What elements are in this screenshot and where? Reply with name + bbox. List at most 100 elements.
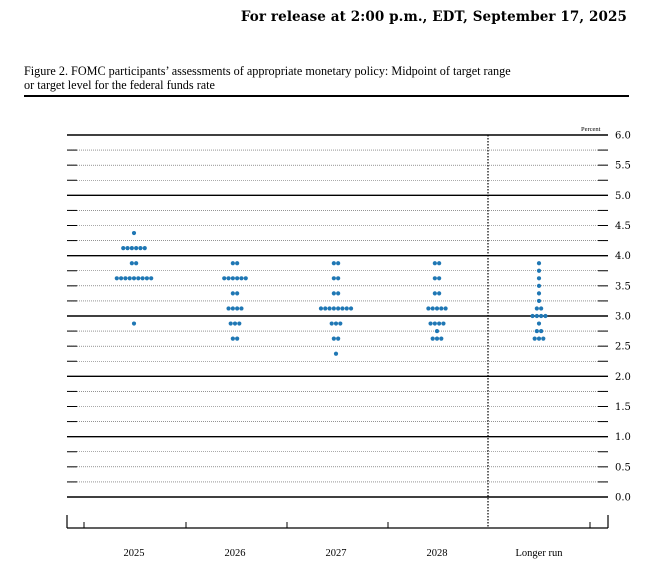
figure-title-line-2: or target level for the federal funds ra… [24,78,215,92]
data-dot [129,261,134,266]
data-dot [439,306,444,311]
data-dot [536,283,542,288]
data-dot [226,276,231,281]
data-dot [426,306,431,311]
x-category-label: Longer run [516,548,564,559]
y-tick-label: 6.0 [615,131,631,142]
data-dot [539,306,544,311]
data-dot [441,321,446,326]
data-dot [333,321,339,326]
x-category-label: 2028 [427,548,448,559]
data-dot [437,276,442,281]
data-dot [318,306,324,311]
data-dot [430,336,435,341]
data-dot [434,328,440,334]
data-dot [125,246,130,251]
data-dot [336,306,341,311]
data-dot [536,336,542,341]
y-tick-label: 0.5 [615,462,631,473]
data-dot [239,306,244,311]
data-dot [536,298,542,304]
data-dot [439,336,444,341]
data-dot [338,321,343,326]
data-dot [534,313,539,319]
y-tick-label: 4.5 [615,221,631,232]
data-dot [228,321,233,326]
data-dot [230,276,235,281]
figure-title-line-1: Figure 2. FOMC participants’ assessments… [24,64,511,78]
x-category-label: 2027 [326,548,347,559]
data-dot [331,336,336,341]
data-dot [539,313,544,319]
data-dot [541,336,546,341]
data-dot [127,276,132,281]
data-dot [131,321,137,326]
data-dot [114,276,119,281]
data-dot [539,328,544,334]
gridlines [67,134,608,528]
figure-title: Figure 2. FOMC participants’ assessments… [24,64,624,92]
release-notice: For release at 2:00 p.m., EDT, September… [240,9,627,25]
data-dot [235,336,240,341]
y-tick-label: 1.0 [615,432,631,443]
y-tick-label: 4.0 [615,251,631,262]
y-tick-label: 1.5 [615,402,631,413]
data-dot [536,291,542,296]
data-dot [331,291,336,296]
data-dot [331,276,336,281]
data-dot [534,328,539,334]
y-tick-label: 2.0 [615,372,631,383]
title-rule [24,95,629,97]
data-dot [432,261,437,266]
data-dot [437,321,442,326]
data-dot [336,336,341,341]
data-dot [230,261,235,266]
data-dot [428,321,433,326]
data-dot [235,276,240,281]
data-dot [230,306,235,311]
x-category-label: 2026 [225,548,246,559]
y-axis-label: Percent [581,126,601,133]
axis-labels: 6.0 5.5 5.0 4.5 4.0 3.5 3.0 2.5 2.0 1.5 1.0 0.5 0.0 P… [124,126,631,559]
data-dot [534,306,539,311]
data-dot [530,313,535,319]
data-dot [430,306,435,311]
data-dot [235,306,240,311]
data-dot [443,306,448,311]
y-tick-label: 5.0 [615,191,631,202]
data-dot [119,276,124,281]
x-category-label: 2025 [124,548,145,559]
data-dot [235,291,240,296]
y-tick-label: 3.5 [615,281,631,292]
data-dot [131,230,137,236]
y-tick-label: 5.5 [615,161,631,172]
data-dot [243,276,248,281]
data-dot [344,306,349,311]
y-tick-label: 0.0 [615,493,631,504]
data-dot [327,306,332,311]
data-dot [437,261,442,266]
data-dot [142,246,147,251]
data-dot [348,306,354,311]
data-dot [340,306,345,311]
data-dot [121,246,126,251]
data-dot [129,246,134,251]
data-dot [144,276,149,281]
data-dot [536,268,542,273]
data-dot [149,276,154,281]
data-dot [536,276,542,281]
data-dot [239,276,244,281]
data-dot [336,261,341,266]
data-dot [134,261,139,266]
data-dot [131,276,137,281]
data-dot [230,291,235,296]
data-dot [336,291,341,296]
data-dot [331,261,336,266]
data-dot [434,336,440,341]
data-dot [136,276,141,281]
data-dot [134,246,139,251]
y-tick-label: 2.5 [615,342,631,353]
data-dot [432,321,437,326]
data-dot [434,306,440,311]
